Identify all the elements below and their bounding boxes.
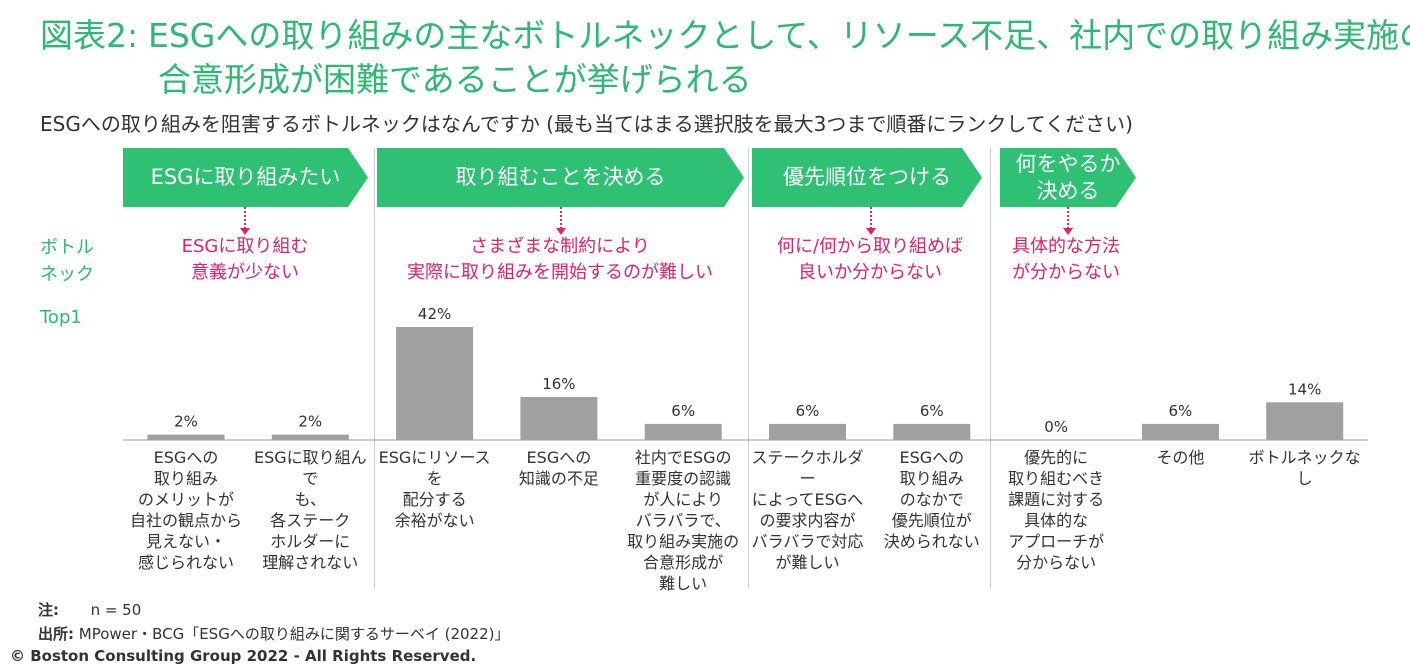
stage-chevron-4: 何をやるか 決める: [1000, 148, 1136, 207]
section-divider-3: [990, 148, 991, 588]
data-label-1: 2%: [174, 413, 198, 431]
copyright: © Boston Consulting Group 2022 - All Rig…: [10, 647, 477, 665]
stage-chevron-1: ESGに取り組みたい: [123, 148, 368, 207]
x-tick-label-3: ESGにリソースを 配分する 余裕がない: [378, 448, 491, 530]
data-label-5: 6%: [671, 402, 695, 420]
bar-7: [893, 423, 971, 440]
bar-10: [1266, 402, 1344, 440]
source-text: MPower・BCG「ESGへの取り組みに関するサーベイ (2022)」: [78, 625, 510, 643]
row-label-bottleneck: ボトル ネック: [40, 237, 94, 285]
arrow-down-icon: [556, 207, 566, 235]
arrow-down-icon: [866, 207, 876, 235]
source-label: 出所:: [38, 625, 74, 643]
note: 注: n = 50: [38, 599, 141, 620]
bottleneck-text-4: 具体的な方法 が分からない: [1012, 236, 1120, 283]
x-tick-label-4: ESGへの 知識の不足: [518, 448, 599, 488]
x-tick-label-2: ESGに取り組んで も、 各ステーク ホルダーに 理解されない: [253, 448, 367, 572]
x-tick-label-5: 社内でESGの 重要度の認識 が人により バラバラで、 取り組み実施の 合意形成…: [627, 448, 740, 593]
bar-9: [1141, 423, 1219, 440]
bottleneck-text-3: 何に/何から取り組めば 良いか分からない: [776, 236, 964, 283]
x-tick-label-6: ステークホルダー によってESGへ の要求内容が バラバラで対応 が難しい: [751, 448, 864, 572]
data-label-9: 6%: [1169, 402, 1193, 420]
bottleneck-text-2: さまざまな制約により 実際に取り組みを開始するのが難しい: [407, 236, 713, 283]
x-tick-label-8: 優先的に 取り組むべき 課題に対する 具体的な アプローチが 分からない: [1008, 448, 1105, 572]
stage-chevron-3: 優先順位をつける: [752, 148, 982, 207]
data-label-10: 14%: [1288, 380, 1321, 398]
title-line-1: ESGへの取り組みの主なボトルネックとして、リソース不足、社内での取り組み実施の: [148, 16, 1410, 55]
note-text: n = 50: [90, 601, 142, 619]
stage-label-4: 何をやるか 決める: [1015, 151, 1121, 203]
bar-5: [644, 423, 722, 440]
row-label-top1: Top1: [40, 307, 82, 328]
x-tick-label-10: ボトルネックなし: [1248, 448, 1361, 488]
stage-chevron-2: 取り組むことを決める: [377, 148, 744, 207]
bar-1: [147, 434, 225, 440]
section-divider-2: [748, 148, 749, 588]
section-divider-1: [374, 148, 375, 588]
data-label-6: 6%: [796, 402, 820, 420]
stage-label-2: 取り組むことを決める: [455, 165, 666, 189]
bar-2: [271, 434, 349, 440]
bar-6: [769, 423, 846, 440]
data-label-3: 42%: [418, 305, 451, 323]
x-tick-label-1: ESGへの 取り組み のメリットが 自社の観点から 見えない・ 感じられない: [129, 448, 242, 572]
bar-4: [520, 396, 598, 440]
stage-label-1: ESGに取り組みたい: [150, 165, 341, 189]
data-label-8: 0%: [1044, 418, 1068, 436]
data-label-4: 16%: [542, 375, 575, 393]
x-tick-label-9: その他: [1156, 448, 1205, 467]
data-label-2: 2%: [298, 413, 322, 431]
title-number: 図表2:: [40, 16, 139, 55]
title-line-2: 合意形成が困難であることが挙げられる: [158, 60, 752, 99]
survey-question: ESGへの取り組みを阻害するボトルネックはなんですか (最も当てはまる選択肢を最…: [40, 112, 1133, 136]
x-tick-label-7: ESGへの 取り組み のなかで 優先順位が 決められない: [883, 448, 980, 551]
bar-3: [396, 327, 474, 440]
data-label-7: 6%: [920, 402, 944, 420]
source: 出所: MPower・BCG「ESGへの取り組みに関するサーベイ (2022)」: [38, 623, 509, 644]
note-label: 注:: [38, 601, 59, 619]
arrow-down-icon: [240, 207, 250, 235]
arrow-down-icon: [1063, 207, 1073, 235]
bottleneck-text-1: ESGに取り組む 意義が少ない: [181, 236, 309, 283]
stage-label-3: 優先順位をつける: [783, 165, 951, 189]
